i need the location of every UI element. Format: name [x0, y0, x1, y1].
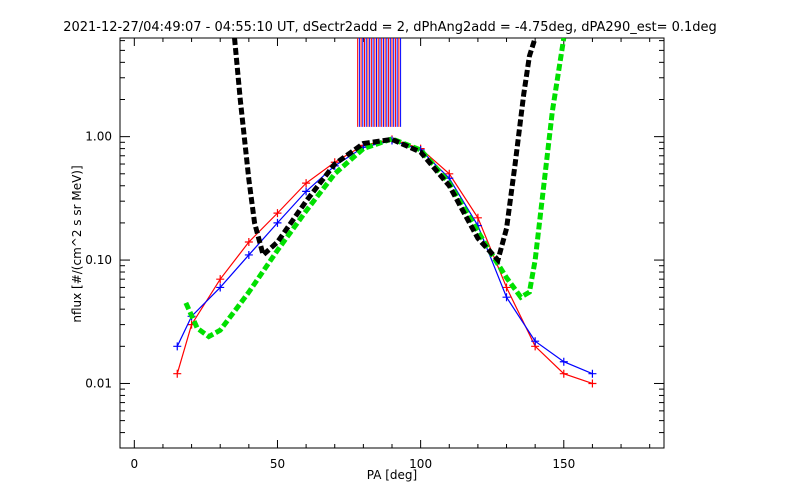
series-point-1 — [588, 369, 597, 378]
fit-curve-2 — [183, 38, 567, 340]
data-layer — [173, 38, 597, 388]
y-axis: 0.01 0.10 1.00 — [85, 40, 664, 449]
series-line-0 — [176, 138, 593, 385]
series-point-0 — [244, 238, 253, 247]
series-point-1 — [502, 293, 511, 302]
series-point-1 — [173, 342, 182, 351]
series-point-0 — [588, 379, 597, 388]
series-point-1 — [531, 337, 540, 346]
x-tick-label: 150 — [552, 457, 575, 471]
series-point-0 — [173, 369, 182, 378]
series-point-1 — [216, 283, 225, 292]
y-tick-label: 0.01 — [85, 376, 112, 390]
x-tick-label: 0 — [130, 457, 138, 471]
series-point-0 — [502, 283, 511, 292]
series-point-0 — [473, 213, 482, 222]
series-point-1 — [302, 187, 311, 196]
series-point-0 — [302, 179, 311, 188]
y-tick-label: 0.10 — [85, 253, 112, 267]
series-point-0 — [216, 275, 225, 284]
fit-curve-3 — [232, 38, 538, 266]
series-point-1 — [273, 218, 282, 227]
series-point-0 — [273, 209, 282, 218]
series-point-1 — [559, 357, 568, 366]
x-tick-label: 100 — [409, 457, 432, 471]
x-axis-label: PA [deg] — [367, 468, 417, 482]
y-axis-label: nflux [#/(cm^2 s sr MeV)] — [70, 165, 84, 322]
y-tick-label: 1.00 — [85, 130, 112, 144]
series-line-1 — [176, 139, 593, 375]
series-point-1 — [244, 250, 253, 259]
series-point-0 — [559, 369, 568, 378]
chart-title: 2021-12-27/04:49:07 - 04:55:10 UT, dSect… — [63, 20, 717, 35]
x-tick-label: 50 — [270, 457, 285, 471]
x-axis: 0 50 100 150 — [130, 38, 651, 471]
